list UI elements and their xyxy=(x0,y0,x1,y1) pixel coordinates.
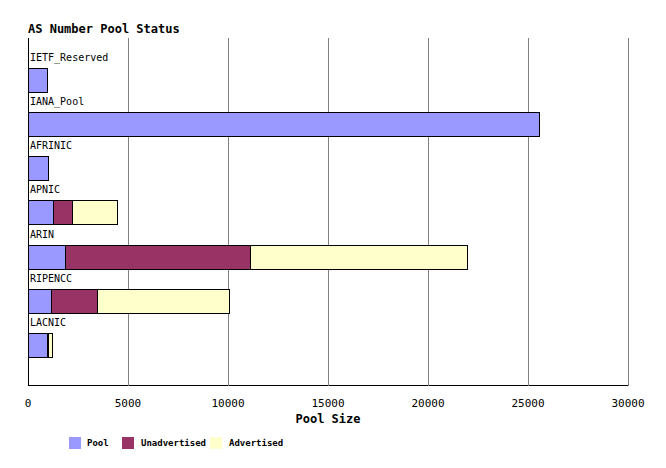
category-label-arin: ARIN xyxy=(30,229,54,241)
gridline-10000 xyxy=(228,38,229,386)
bar-segment-pool xyxy=(28,112,540,137)
bar-segment-unadvertised xyxy=(65,245,251,270)
bar-segment-pool xyxy=(28,156,49,181)
legend-label-unadvertised: Unadvertised xyxy=(141,437,206,449)
bar-ripencc xyxy=(28,289,230,314)
x-tick-label-10000: 10000 xyxy=(188,397,268,410)
bar-afrinic xyxy=(28,156,49,181)
x-tick-label-0: 0 xyxy=(0,397,68,410)
bar-segment-pool xyxy=(28,289,52,314)
bar-ietf_reserved xyxy=(28,68,48,93)
x-tick-label-25000: 25000 xyxy=(488,397,568,410)
bar-apnic xyxy=(28,200,118,225)
gridline-20000 xyxy=(428,38,429,386)
x-tick-label-5000: 5000 xyxy=(88,397,168,410)
as-pool-status-chart: AS Number Pool Status IETF_Reserved IANA_… xyxy=(0,0,666,468)
bar-segment-advertised xyxy=(250,245,468,270)
bar-arin xyxy=(28,245,468,270)
x-tick-label-15000: 15000 xyxy=(288,397,368,410)
bar-segment-advertised xyxy=(97,289,230,314)
bar-segment-pool xyxy=(28,200,54,225)
bar-lacnic xyxy=(28,333,53,358)
bar-segment-advertised xyxy=(48,333,53,358)
x-axis-title: Pool Size xyxy=(28,412,628,426)
category-label-afrinic: AFRINIC xyxy=(30,140,72,152)
bar-segment-unadvertised xyxy=(51,289,98,314)
gridline-30000 xyxy=(628,38,629,386)
bar-segment-pool xyxy=(28,333,48,358)
gridline-25000 xyxy=(528,38,529,386)
category-label-ripencc: RIPENCC xyxy=(30,273,72,285)
bar-segment-pool xyxy=(28,68,48,93)
category-label-apnic: APNIC xyxy=(30,184,60,196)
legend-swatch-unadvertised xyxy=(122,437,134,449)
bar-segment-pool xyxy=(28,245,66,270)
bar-segment-advertised xyxy=(72,200,118,225)
category-label-lacnic: LACNIC xyxy=(30,317,66,329)
legend-label-advertised: Advertised xyxy=(229,437,283,449)
x-tick-label-20000: 20000 xyxy=(388,397,468,410)
chart-title: AS Number Pool Status xyxy=(28,22,180,36)
bar-iana_pool xyxy=(28,112,540,137)
legend-swatch-advertised xyxy=(210,437,222,449)
x-tick-label-30000: 30000 xyxy=(588,397,666,410)
legend-label-pool: Pool xyxy=(87,437,109,449)
legend-swatch-pool xyxy=(69,437,81,449)
gridline-5000 xyxy=(128,38,129,386)
category-label-iana_pool: IANA_Pool xyxy=(30,96,84,108)
category-label-ietf_reserved: IETF_Reserved xyxy=(30,52,108,64)
plot-area: IETF_Reserved IANA_Pool AFRINIC APNIC ARIN RI… xyxy=(28,38,628,386)
bar-segment-unadvertised xyxy=(53,200,73,225)
gridline-15000 xyxy=(328,38,329,386)
